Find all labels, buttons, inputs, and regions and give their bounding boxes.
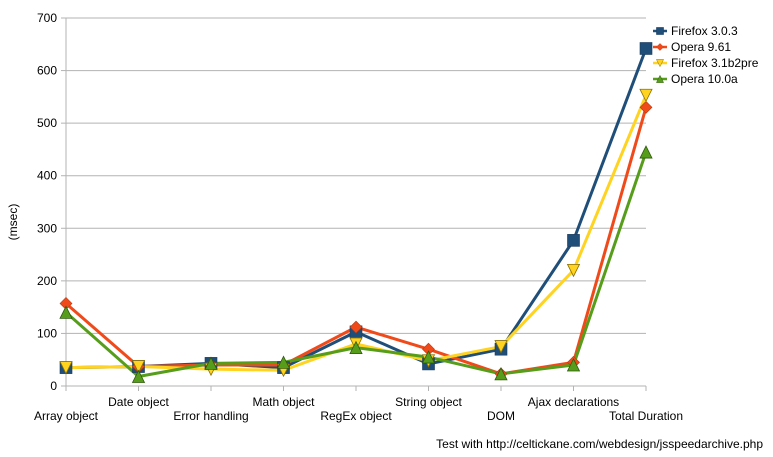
- data-point-s1-8: [639, 100, 653, 114]
- x-axis-ticks: Array object Date object Error handling Mat…: [34, 386, 683, 423]
- data-point-s0-7: [567, 234, 580, 247]
- legend-marker-2: [656, 59, 664, 68]
- legend-label-0: Firefox 3.0.3: [671, 24, 738, 38]
- legend-label-3: Opera 10.0a: [671, 72, 738, 86]
- x-tick-label-5: String object: [395, 395, 462, 409]
- data-point-s2-7: [566, 263, 581, 278]
- data-point-s3-2: [204, 356, 218, 370]
- data-point-s1-4: [349, 320, 363, 334]
- data-point-s3-6: [494, 367, 508, 381]
- y-axis-label: (msec): [6, 204, 20, 241]
- legend-marker-3: [656, 74, 664, 83]
- y-tick-label-600: 600: [37, 64, 57, 78]
- y-tick-label-200: 200: [37, 274, 57, 288]
- data-point-s3-8: [639, 145, 653, 159]
- data-point-s0-8: [639, 42, 653, 55]
- legend-label-1: Opera 9.61: [671, 40, 731, 54]
- x-tick-label-7: Ajax declarations: [528, 395, 619, 409]
- series-line-0: [65, 47, 648, 370]
- y-tick-label-0: 0: [50, 379, 57, 393]
- x-tick-label-6: DOM: [487, 409, 515, 423]
- x-tick-label-4: RegEx object: [320, 409, 392, 423]
- y-tick-label-500: 500: [37, 116, 57, 130]
- y-tick-label-400: 400: [37, 169, 57, 183]
- y-axis-ticks: 0 100 200 300 400 500 600 700: [37, 11, 66, 393]
- data-point-s3-7: [566, 358, 581, 372]
- data-point-s3-1: [131, 369, 146, 383]
- legend-marker-0: [656, 27, 664, 35]
- data-point-s3-0: [59, 305, 73, 319]
- gridlines: [66, 17, 646, 387]
- y-tick-label-300: 300: [37, 221, 57, 235]
- series-markers: [59, 42, 653, 383]
- x-tick-label-1: Date object: [108, 395, 169, 409]
- legend: Firefox 3.0.3 Opera 9.61 Firefox 3.1b2pre O…: [653, 24, 759, 86]
- source-footnote: Test with http://celtickane.com/webdesig…: [436, 437, 763, 451]
- data-point-s3-5: [421, 350, 436, 364]
- data-point-s3-3: [276, 355, 291, 369]
- data-point-s2-1: [131, 360, 146, 374]
- legend-label-2: Firefox 3.1b2pre: [671, 56, 759, 70]
- axes: [65, 18, 647, 391]
- x-tick-label-8: Total Duration: [609, 409, 683, 423]
- legend-marker-1: [656, 43, 664, 51]
- y-tick-label-700: 700: [37, 11, 57, 25]
- x-tick-label-3: Math object: [252, 395, 315, 409]
- data-point-s2-6: [494, 340, 508, 354]
- y-tick-label-100: 100: [37, 326, 57, 340]
- data-point-s2-8: [639, 88, 653, 103]
- data-point-s2-0: [59, 361, 73, 375]
- x-tick-label-2: Error handling: [173, 409, 248, 423]
- x-tick-label-0: Array object: [34, 409, 99, 423]
- data-point-s3-4: [349, 340, 363, 355]
